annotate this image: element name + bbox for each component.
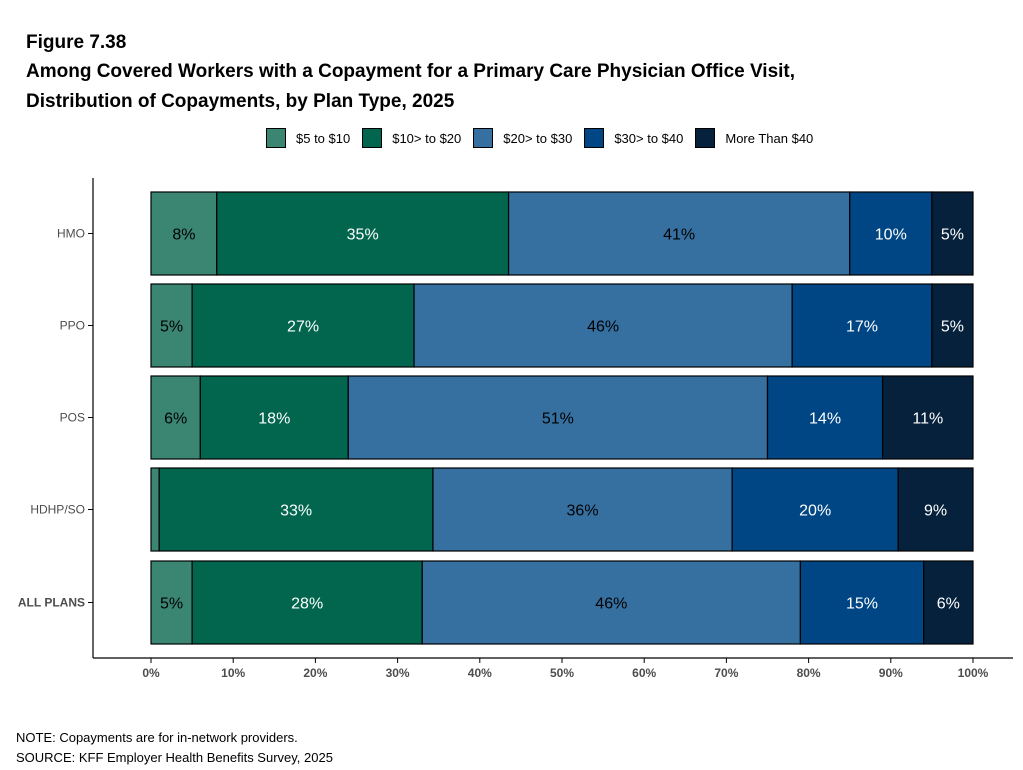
x-tick-label: 20% (303, 666, 327, 680)
data-label: 33% (280, 503, 312, 520)
legend-label: More Than $40 (725, 130, 814, 146)
legend-label: $20> to $30 (503, 130, 573, 146)
bar-segment (731, 467, 899, 552)
bar-segment (216, 191, 510, 276)
chart-title-line-2: Distribution of Copayments, by Plan Type… (26, 91, 455, 112)
data-label: 8% (172, 227, 195, 244)
bar-segment (199, 375, 349, 460)
bar-segment (150, 283, 193, 368)
bar-segment (150, 467, 160, 552)
data-label: 28% (291, 596, 323, 613)
data-label: 5% (941, 319, 964, 336)
bar-segment (158, 467, 434, 552)
x-tick-label: 40% (468, 666, 492, 680)
data-label: 5% (160, 319, 183, 336)
bar-segment (507, 191, 851, 276)
data-label: 10% (875, 227, 907, 244)
data-label: 14% (809, 411, 841, 428)
chart-title-line-1: Among Covered Workers with a Copayment f… (26, 61, 796, 82)
bar-segment (413, 283, 793, 368)
x-tick-label: 10% (221, 666, 245, 680)
x-tick-label: 70% (714, 666, 738, 680)
source-text: SOURCE: KFF Employer Health Benefits Sur… (16, 750, 333, 765)
data-label: 51% (542, 411, 574, 428)
bar-segment (191, 560, 423, 645)
x-tick-label: 50% (550, 666, 574, 680)
data-label: 46% (587, 319, 619, 336)
y-category-label: HMO (57, 227, 85, 241)
data-label: 17% (846, 319, 878, 336)
legend-swatch (473, 128, 494, 148)
data-label: 6% (164, 411, 187, 428)
legend-item: $20> to $30 (473, 128, 572, 148)
legend-item: $5 to $10 (266, 128, 350, 148)
legend-item: $10> to $20 (362, 128, 461, 148)
legend-label: $10> to $20 (392, 130, 462, 146)
bar-segment (849, 191, 933, 276)
legend-item: $30> to $40 (584, 128, 683, 148)
chart-legend: $5 to $10 $10> to $20 $20> to $30 $30> to $… (266, 128, 825, 148)
data-label: 15% (846, 596, 878, 613)
y-category-label: PPO (60, 319, 85, 333)
legend-item: More Than $40 (695, 128, 813, 148)
legend-label: $30> to $40 (614, 130, 684, 146)
bar-segment (799, 560, 925, 645)
data-label: 41% (663, 227, 695, 244)
x-tick-label: 0% (142, 666, 160, 680)
bar-segment (791, 283, 933, 368)
bar-segment (150, 560, 193, 645)
bar-segment (881, 375, 974, 460)
x-tick-label: 100% (958, 666, 989, 680)
bar-segment (766, 375, 884, 460)
data-label: 9% (924, 503, 947, 520)
data-label: 11% (912, 411, 943, 428)
bar-segment (191, 283, 415, 368)
data-label: 5% (160, 596, 183, 613)
bar-segment (923, 560, 974, 645)
y-category-label: HDHP/SO (30, 503, 85, 517)
x-tick-label: 30% (386, 666, 410, 680)
x-tick-label: 90% (879, 666, 903, 680)
legend-label: $5 to $10 (296, 130, 351, 146)
bar-segment (897, 467, 974, 552)
x-tick-label: 60% (632, 666, 656, 680)
data-label: 27% (287, 319, 319, 336)
y-category-label: POS (60, 411, 85, 425)
legend-swatch (266, 128, 286, 148)
legend-swatch (695, 128, 716, 148)
data-label: 5% (941, 227, 964, 244)
x-tick-label: 80% (797, 666, 821, 680)
data-label: 46% (595, 596, 627, 613)
data-label: 18% (258, 411, 290, 428)
bar-segment (931, 283, 974, 368)
data-label: 6% (937, 596, 960, 613)
note-text: NOTE: Copayments are for in-network prov… (16, 730, 298, 745)
bar-segment (432, 467, 733, 552)
y-category-label: ALL PLANS (18, 596, 85, 610)
legend-swatch (362, 128, 383, 148)
data-label: 36% (567, 503, 599, 520)
data-label: 35% (347, 227, 379, 244)
bar-segment (931, 191, 974, 276)
bar-segment (347, 375, 769, 460)
data-label: 20% (799, 503, 831, 520)
figure-label: Figure 7.38 (26, 32, 127, 53)
bar-segment (150, 375, 201, 460)
legend-swatch (584, 128, 605, 148)
